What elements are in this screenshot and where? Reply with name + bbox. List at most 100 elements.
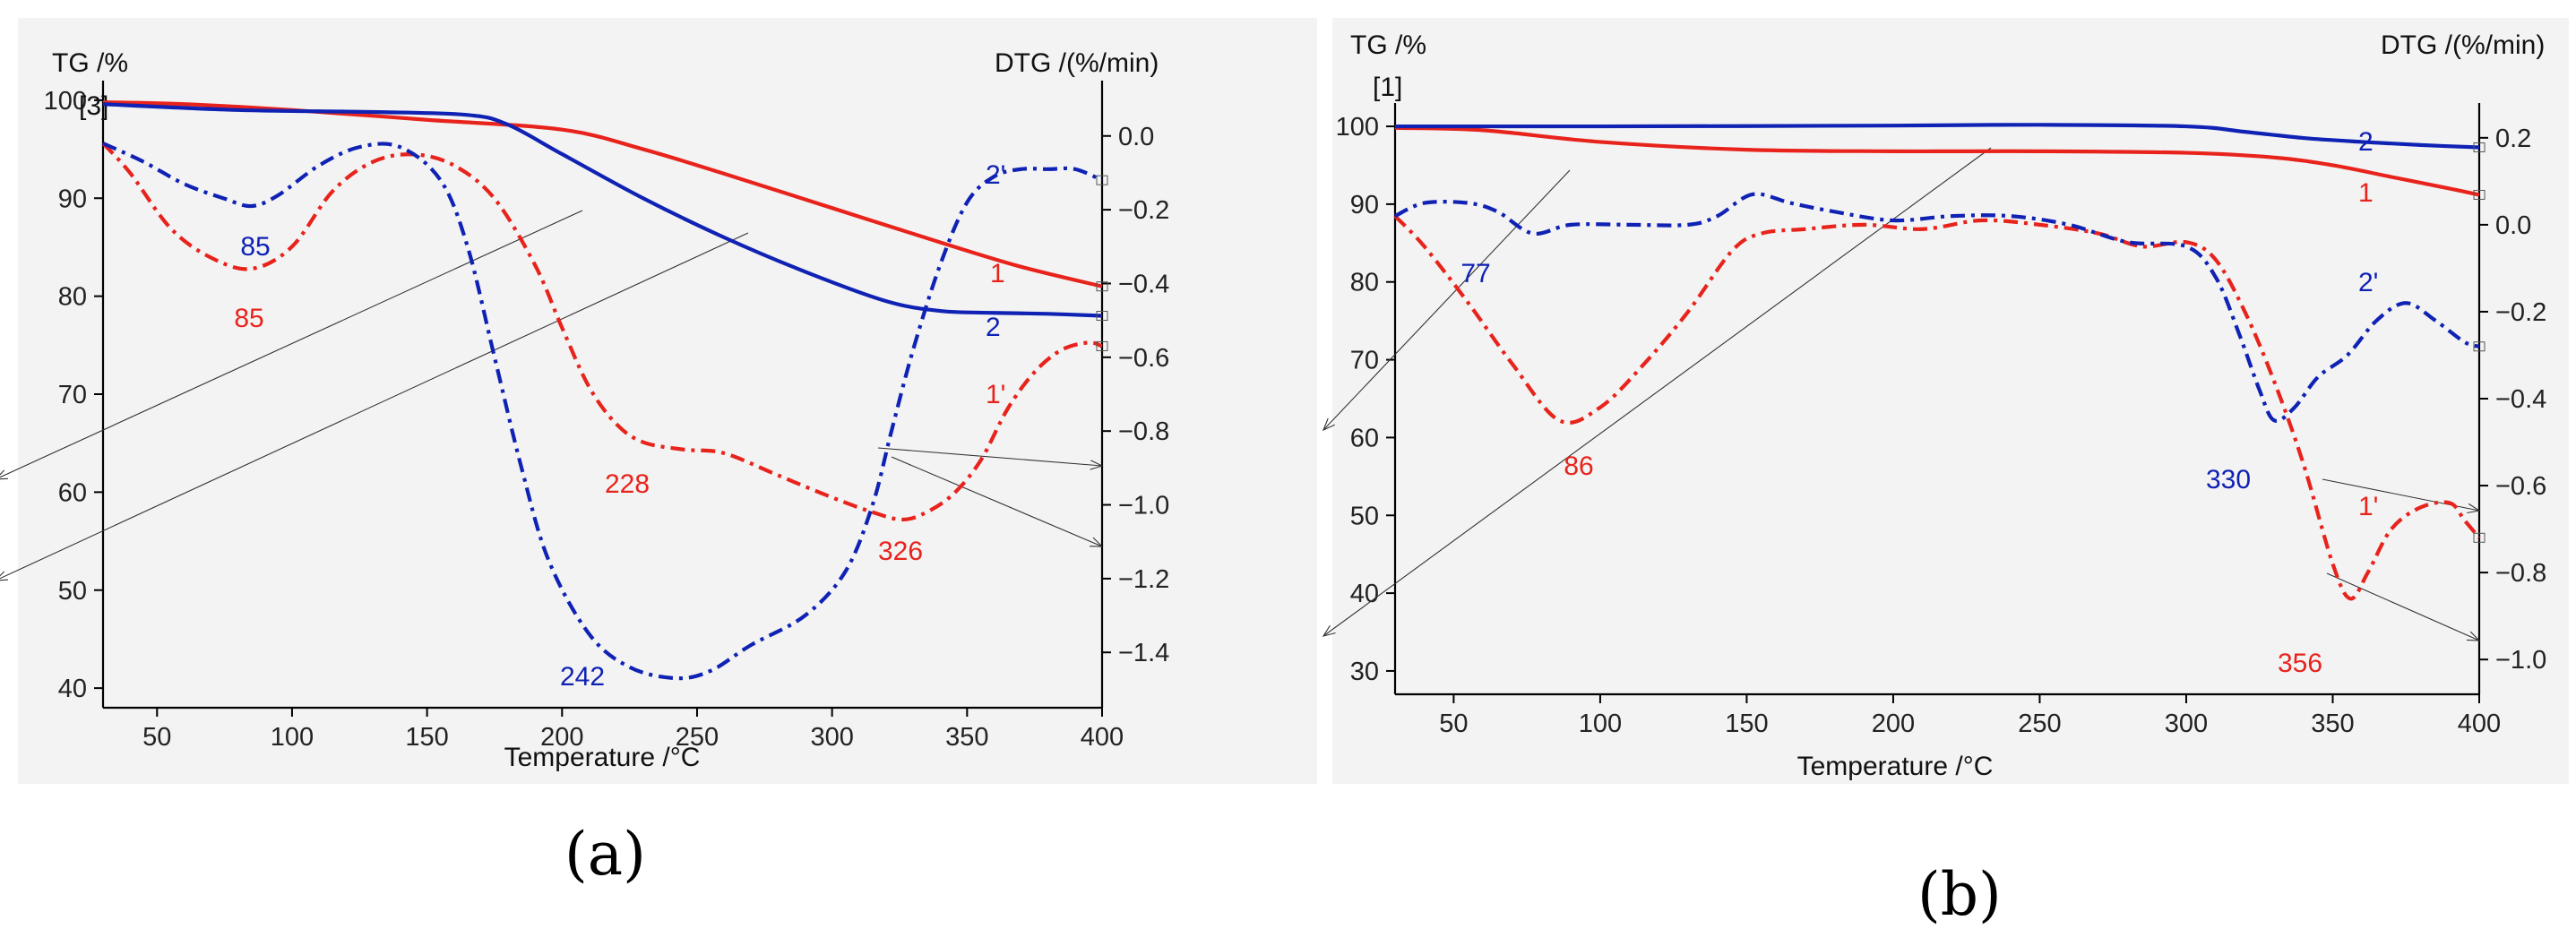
guide-arrow-line: [0, 210, 583, 478]
series-end-marker: [2473, 189, 2486, 200]
peak-annotation: 77: [1460, 259, 1490, 288]
x-tick-label: 50: [142, 723, 171, 752]
y-right-tick-label: −0.8: [1118, 417, 1169, 446]
y-left-axis-ref: [3]: [79, 91, 108, 121]
guide-arrow-line: [0, 232, 749, 580]
series-end-marker: [2473, 142, 2486, 152]
x-tick-label: 200: [1872, 710, 1915, 738]
series-line-2-prime: [102, 142, 1103, 681]
x-tick-label: 400: [2458, 710, 2501, 738]
series-label: 2: [986, 313, 1001, 342]
series-end-marker: [2473, 341, 2486, 352]
series-label: 1': [986, 380, 1005, 409]
y-right-tick-label: −1.0: [1118, 492, 1169, 520]
series-end-marker: [1096, 175, 1108, 185]
x-tick-label: 300: [2165, 710, 2208, 738]
peak-annotation: 326: [878, 537, 923, 566]
y-left-tick-label: 40: [58, 675, 87, 703]
series-label: 2': [2358, 268, 2378, 297]
y-left-tick-label: 30: [1350, 658, 1379, 686]
series-line-1-prime: [101, 142, 1103, 522]
x-tick-label: 50: [1439, 710, 1468, 738]
guide-arrow-line: [1322, 147, 1992, 637]
y-left-tick-label: 40: [1350, 580, 1379, 608]
series-label: 1': [2358, 492, 2378, 521]
guide-arrow-head: [1322, 624, 1336, 637]
guide-arrow-line: [877, 447, 1103, 467]
subfigure-label-a: (a): [564, 820, 646, 889]
x-axis-title: Temperature /°C: [504, 743, 701, 772]
chart-b-svg: 50 100 150 200 250 300 350 400 30 40 50 60 70 80 90 100…: [1322, 30, 2546, 781]
y-right-axis-title: DTG /(%/min): [2381, 30, 2545, 60]
y-right-axis-title: DTG /(%/min): [995, 48, 1159, 78]
y-left-tick-label: 80: [58, 283, 87, 312]
guide-arrow-head: [1322, 417, 1335, 432]
chart-panel-b: 50 100 150 200 250 300 350 400 30 40 50 60 70 80 90 100…: [1322, 18, 2569, 784]
series-line-1: [1394, 125, 2480, 197]
y-left-tick-label: 60: [58, 478, 87, 507]
x-tick-label: 200: [540, 723, 583, 752]
peak-annotation: 86: [1564, 452, 1593, 481]
y-right-tick-label: −1.4: [1118, 639, 1169, 667]
y-right-tick-label: −1.2: [1118, 565, 1169, 594]
guide-arrow-head: [2466, 631, 2481, 641]
x-tick-label: 150: [405, 723, 448, 752]
series-label: 2: [2358, 127, 2374, 157]
peak-annotation: 85: [240, 232, 270, 262]
y-right-tick-label: −0.6: [1118, 344, 1169, 373]
x-tick-label: 150: [1725, 710, 1768, 738]
chart-a-svg: 50 100 150 200 250 300 350 400 40 50 60 70 80 90 100 0.…: [0, 48, 1169, 772]
y-right-tick-label: −0.4: [2495, 385, 2546, 414]
y-left-tick-label: 90: [1350, 191, 1379, 219]
y-left-axis-ref: [1]: [1373, 73, 1402, 102]
series-label: 1: [2358, 178, 2374, 208]
guide-arrow-line: [2326, 572, 2480, 641]
y-left-tick-label: 90: [58, 185, 87, 213]
subfigure-label-b: (b): [1917, 860, 2002, 929]
y-left-tick-label: 60: [1350, 424, 1379, 452]
x-tick-label: 100: [271, 723, 314, 752]
peak-annotation: 356: [2278, 649, 2322, 678]
series-end-marker: [1096, 281, 1108, 292]
x-tick-label: 400: [1081, 723, 1124, 752]
series-line-1: [102, 99, 1103, 288]
y-right-tick-label: 0.0: [1118, 123, 1154, 151]
y-left-tick-label: 80: [1350, 269, 1379, 297]
guide-arrow-head: [1089, 537, 1104, 547]
y-left-axis-title: TG /%: [1350, 30, 1426, 60]
guide-arrow-head: [0, 571, 9, 581]
x-tick-label: 100: [1579, 710, 1622, 738]
series-line-1-prime: [1393, 214, 2481, 601]
x-tick-label: 300: [810, 723, 853, 752]
series-end-marker: [2473, 532, 2486, 543]
series-end-marker: [1096, 340, 1108, 351]
y-left-tick-label: 50: [58, 577, 87, 606]
y-left-tick-label: 70: [58, 381, 87, 409]
y-right-tick-label: −0.8: [2495, 559, 2546, 588]
y-right-tick-label: −0.2: [2495, 298, 2546, 327]
peak-annotation: 85: [234, 304, 263, 333]
y-right-tick-label: −0.4: [1118, 270, 1169, 298]
peak-annotation: 242: [560, 662, 605, 692]
peak-annotation: 228: [605, 469, 650, 499]
y-right-tick-label: 0.0: [2495, 211, 2531, 240]
x-tick-label: 350: [945, 723, 988, 752]
y-right-tick-label: −1.0: [2495, 646, 2546, 675]
y-left-tick-label: 50: [1350, 502, 1379, 530]
y-left-tick-label: 100: [1336, 113, 1379, 142]
guide-arrow-head: [0, 469, 9, 480]
series-line-2-prime: [1394, 192, 2480, 423]
chart-panel-a: 50 100 150 200 250 300 350 400 40 50 60 70 80 90 100 0.…: [0, 18, 1317, 784]
series-end-marker: [1096, 311, 1108, 321]
y-right-tick-label: −0.2: [1118, 196, 1169, 225]
peak-annotation: 330: [2206, 465, 2251, 495]
x-tick-label: 250: [2018, 710, 2061, 738]
guide-arrow-line: [891, 456, 1103, 547]
guide-arrow-head: [2467, 503, 2481, 514]
series-line-2: [1394, 123, 2480, 150]
series-line-2: [102, 102, 1103, 318]
series-label: 1: [990, 259, 1005, 288]
series-label: 2': [986, 160, 1005, 190]
y-left-axis-title: TG /%: [52, 48, 128, 78]
y-right-tick-label: −0.6: [2495, 472, 2546, 501]
